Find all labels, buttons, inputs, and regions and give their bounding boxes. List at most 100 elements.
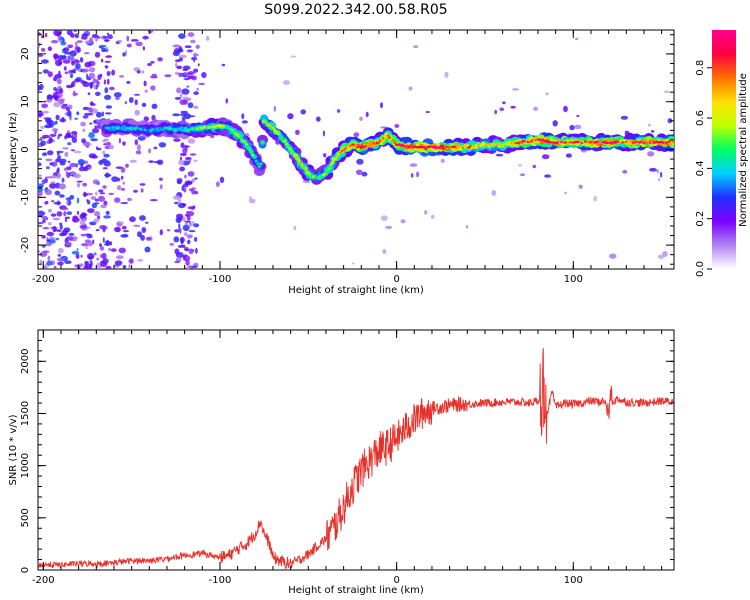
spectrogram-speckle [183,113,191,120]
spectrogram-speckle [64,71,69,75]
spectrogram-speckle [189,153,197,156]
spectrogram-speckle [186,49,194,53]
spectrogram-speckle [193,68,199,73]
spectrogram-speckle [140,188,144,193]
spectrogram-speckle [99,192,106,195]
spectrogram-speckle [574,124,582,130]
y-tick-label: -20 [20,237,31,253]
spectrogram-speckle [563,105,568,113]
spectrogram-speckle [38,111,44,117]
spectrogram-speckle [70,71,77,74]
spectrogram-speckle [107,34,113,40]
spectrogram-ridge-cell [286,144,290,148]
spectrogram-ridge-cell [377,141,380,145]
spectrogram-speckle [53,229,61,232]
spectrogram-speckle [215,181,220,188]
spectrogram-speckle [96,257,99,261]
spectrogram-speckle [89,113,93,116]
spectrogram-speckle [221,63,226,67]
spectrogram-speckle [99,243,102,247]
spectrogram-speckle [79,224,88,229]
spectrogram-speckle [620,115,629,120]
spectrogram-speckle [96,36,101,39]
spectrogram-speckle [40,59,49,64]
spectrogram-speckle [502,101,506,105]
spectrogram-speckle [512,88,519,91]
spectrogram-speckle [90,155,98,159]
snr-frame [37,329,675,571]
spectrogram-speckle [113,92,122,98]
spectrogram-speckle [128,97,134,103]
spectrogram-speckle [121,225,127,230]
spectrogram-speckle [119,75,125,78]
spectrogram-speckle [87,255,94,260]
spectrogram-speckle [80,121,86,127]
spectrogram-speckle [400,219,406,224]
spectrogram-speckle [103,79,106,85]
spectrogram-speckle [66,236,74,241]
spectrogram-speckle [351,262,355,265]
spectrogram-speckle [187,239,191,245]
x-tick-label: -100 [209,274,232,285]
spectrogram-speckle [249,196,252,201]
spectrogram-speckle [491,190,497,196]
spectrogram-speckle [146,236,152,241]
spectrogram-speckle [108,192,114,196]
spectrogram-speckle [72,90,76,97]
colorbar-ticks: 0.0 0.2 0.4 0.6 0.8 [695,60,712,277]
spectrogram-speckle [64,135,67,140]
spectrogram-speckle [657,254,665,259]
spectrogram-speckle [106,71,111,76]
spectrogram-speckle [169,242,174,246]
spectrogram-speckle [196,87,199,91]
spectrogram-speckle [87,92,91,96]
spectrogram-speckle [293,225,296,231]
colorbar-tick-label: 0.4 [695,160,706,176]
spectrogram-speckle [356,158,364,165]
spectrogram-speckle [88,107,93,113]
spectrogram-ridge-cell [304,168,307,172]
spectrogram-speckle [42,152,48,156]
spectrogram-speckle [129,159,137,163]
spectrogram-speckle [144,221,149,224]
x-tick-label: -100 [209,575,232,586]
spectrogram-speckle [649,167,657,172]
spectrogram-speckle [103,138,110,142]
spectrogram-speckle [52,128,59,132]
y-tick-label: 2000 [20,349,31,374]
spectrogram-ridge-cell [235,133,239,137]
spectrogram-speckle [50,213,57,217]
spectrogram-ridge-cell [316,177,320,180]
spectrogram-speckle [135,150,142,155]
spectrogram-ridge-cell [336,155,339,158]
spectrogram-speckle [89,37,94,44]
spectrogram-speckle [322,130,325,137]
spectrogram-ridge-cell [245,143,248,146]
spectrogram-speckle [593,195,598,202]
spectrogram-speckle [89,221,97,226]
spectrogram-speckle [184,145,190,148]
spectrogram-speckle [38,41,41,48]
spectrogram-speckle [45,189,52,196]
spectrogram-ridge-cell [272,127,276,130]
spectrogram-speckle [38,174,42,177]
spectrogram-ridge-cell [326,169,330,172]
spectrogram-speckle [172,44,181,48]
spectrogram-speckle [41,235,46,239]
spectrogram-speckle [193,159,198,162]
spectrogram-speckle [96,147,102,151]
spectrogram-speckle [186,181,193,185]
spectrogram-speckle [53,76,58,82]
spectrogram-speckle [45,200,49,205]
spectrogram-speckle [185,256,190,259]
spectrogram-speckle [150,61,155,64]
colorbar-tick-label: 0.6 [695,110,706,126]
spectrogram-speckle [53,87,57,91]
spectrogram-speckle [137,231,142,238]
spectrogram-speckle [186,85,190,88]
spectrogram-ridge-cell [254,159,258,163]
spectrogram-speckle [42,134,50,139]
spectrogram-speckle [394,124,400,128]
spectrogram-speckle [51,200,55,203]
spectrogram-speckle [565,153,572,158]
